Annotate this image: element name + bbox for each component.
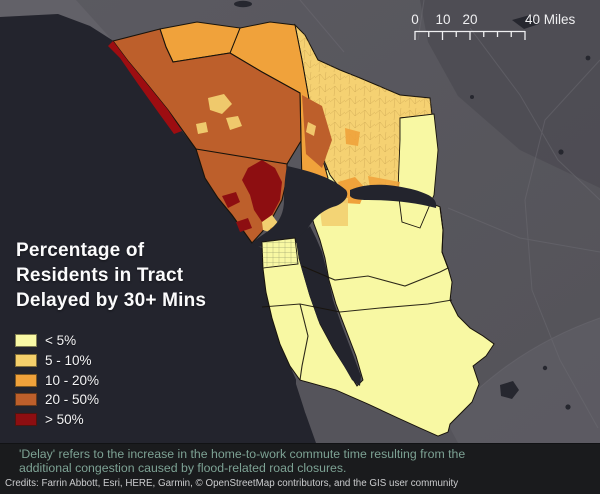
legend-label-20-50: 20 - 50% — [45, 392, 100, 408]
legend-swatch-under-5 — [15, 334, 37, 348]
legend-swatch-10-20 — [15, 373, 37, 387]
legend-swatch-20-50 — [15, 393, 37, 407]
delay-definition-note: 'Delay' refers to the increase in the ho… — [19, 447, 466, 475]
lakes — [234, 0, 591, 410]
county-boundaries — [261, 206, 453, 381]
pacific-ocean — [0, 14, 318, 443]
scale-label-10: 10 — [435, 12, 451, 27]
tracts-napa-valley-5-10pct — [306, 122, 316, 136]
water-san-pablo-bay — [252, 166, 348, 248]
tracts-marin-tip-over-50pct — [236, 218, 252, 232]
santa-cruz-land — [296, 378, 458, 443]
north-coast-land — [0, 0, 112, 40]
map-title-line-3: Delayed by 30+ Mins — [16, 290, 207, 311]
map-title-line-1: Percentage of — [16, 240, 145, 261]
legend-label-under-5: < 5% — [45, 333, 77, 349]
tract-lines-solano — [295, 25, 432, 196]
legend-item-20-50: 20 - 50% — [15, 390, 99, 410]
region-san-francisco-under-5pct[interactable] — [261, 237, 299, 269]
water-suisun-bay — [350, 184, 437, 208]
legend-label-5-10: 5 - 10% — [45, 353, 92, 369]
legend-label-10-20: 10 - 20% — [45, 372, 100, 388]
tracts-napa-central-20-50pct[interactable] — [302, 95, 332, 168]
scale-bar-line — [414, 30, 526, 40]
tracts-santa-rosa-5-10pct — [196, 94, 242, 134]
tracts-sonoma-coast-over-50pct[interactable] — [108, 41, 182, 134]
tracts-fairfield-10-20pct[interactable] — [345, 128, 360, 146]
map-legend: < 5% 5 - 10% 10 - 20% 20 - 50% > 50% — [15, 331, 99, 429]
legend-item-5-10: 5 - 10% — [15, 351, 99, 371]
legend-swatch-5-10 — [15, 354, 37, 368]
scale-label-20: 20 — [462, 12, 478, 27]
map-canvas[interactable] — [0, 0, 600, 443]
legend-item-over-50: > 50% — [15, 410, 99, 430]
water-san-francisco-bay — [296, 226, 361, 386]
scale-bar: 0 10 20 40 Miles — [404, 12, 584, 41]
legend-label-over-50: > 50% — [45, 412, 84, 428]
southeast-land-shade — [428, 318, 600, 443]
legend-item-10-20: 10 - 20% — [15, 370, 99, 390]
attribution-credits: Credits: Farrin Abbott, Esri, HERE, Garm… — [5, 478, 459, 489]
legend-swatch-over-50 — [15, 413, 37, 427]
scale-bar-labels: 0 10 20 40 Miles — [404, 12, 584, 28]
legend-item-under-5: < 5% — [15, 331, 99, 351]
tracts-west-marin-over-50pct[interactable] — [222, 192, 240, 208]
map-title: Percentage of Residents in Tract Delayed… — [16, 238, 206, 313]
map-title-line-2: Residents in Tract — [16, 265, 184, 286]
map-footer: 'Delay' refers to the increase in the ho… — [0, 443, 600, 494]
tracts-south-marin-over-50pct[interactable] — [242, 160, 282, 222]
scale-label-40-miles: 40 Miles — [525, 12, 576, 27]
scale-label-0: 0 — [411, 12, 419, 27]
delta-lowland-shade — [420, 0, 600, 188]
